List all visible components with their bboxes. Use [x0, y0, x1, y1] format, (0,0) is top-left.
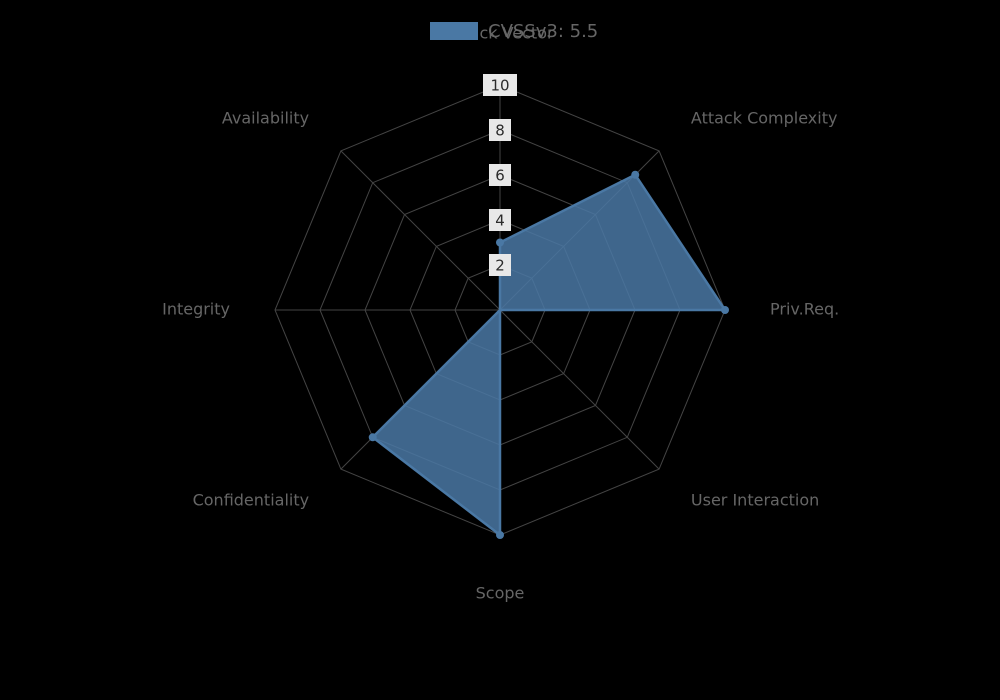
- data-point: [721, 306, 729, 314]
- axis-label: Attack Complexity: [691, 109, 838, 128]
- legend-label: CVSSv3: 5.5: [488, 21, 598, 42]
- data-point: [631, 171, 639, 179]
- spoke: [500, 310, 659, 469]
- tick-value: 8: [495, 122, 505, 140]
- data-polygon: [373, 175, 725, 535]
- radar-chart: 246810Attack VectorAttack ComplexityPriv…: [0, 0, 1000, 700]
- spoke: [341, 151, 500, 310]
- axis-label: User Interaction: [691, 490, 819, 509]
- axis-label: Priv.Req.: [770, 300, 839, 319]
- legend-swatch: [430, 22, 478, 40]
- tick-value: 10: [490, 77, 509, 95]
- axis-label: Scope: [476, 584, 525, 603]
- tick-value: 6: [495, 167, 505, 185]
- tick-value: 4: [495, 212, 505, 230]
- radar-svg: 246810Attack VectorAttack ComplexityPriv…: [0, 0, 1000, 700]
- axis-label: Confidentiality: [193, 490, 309, 509]
- axis-label: Integrity: [162, 300, 230, 319]
- data-point: [369, 433, 377, 441]
- axis-label: Availability: [222, 109, 309, 128]
- data-point: [496, 531, 504, 539]
- tick-value: 2: [495, 257, 505, 275]
- data-point: [496, 239, 504, 247]
- legend: CVSSv3: 5.5: [430, 21, 598, 42]
